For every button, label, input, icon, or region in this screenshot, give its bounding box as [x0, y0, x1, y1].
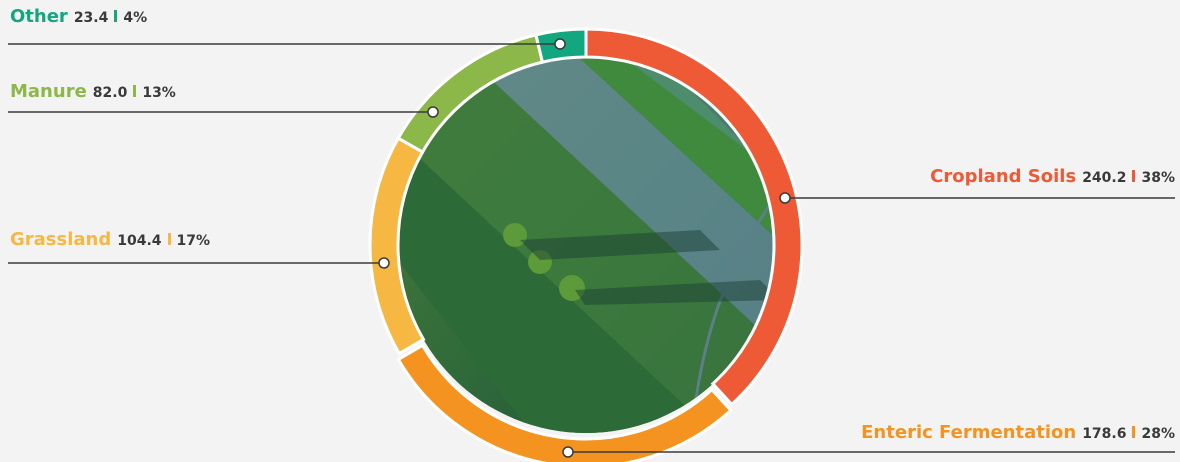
- leader-dot: [378, 257, 390, 269]
- leader-dot: [562, 446, 574, 458]
- segment-label: Enteric Fermentation 178.6 28%: [861, 422, 1175, 443]
- leader-dot: [779, 192, 791, 204]
- separator: [1132, 426, 1136, 438]
- separator: [133, 85, 137, 97]
- category-name: Enteric Fermentation: [861, 422, 1077, 443]
- value-label: 178.6: [1082, 426, 1127, 442]
- category-name: Grassland: [10, 229, 112, 250]
- share-label: 38%: [1141, 170, 1175, 186]
- segment-label: Grassland 104.4 17%: [10, 229, 210, 250]
- donut-segment: [396, 343, 733, 462]
- category-name: Cropland Soils: [930, 166, 1077, 187]
- category-name: Other: [10, 6, 68, 27]
- share-label: 4%: [123, 10, 148, 26]
- value-label: 240.2: [1082, 170, 1127, 186]
- donut-segment: [584, 27, 804, 407]
- separator: [1132, 170, 1136, 182]
- segment-label: Cropland Soils 240.2 38%: [930, 166, 1175, 187]
- center-photo: [398, 57, 774, 433]
- separator: [167, 233, 171, 245]
- segment-label: Other 23.4 4%: [10, 6, 147, 27]
- value-label: 104.4: [117, 233, 162, 249]
- leader-dot: [554, 38, 566, 50]
- value-label: 82.0: [92, 85, 128, 101]
- separator: [114, 10, 118, 22]
- share-label: 17%: [176, 233, 211, 249]
- share-label: 28%: [1141, 426, 1175, 442]
- category-name: Manure: [10, 81, 87, 102]
- value-label: 23.4: [73, 10, 109, 26]
- share-label: 13%: [142, 85, 176, 101]
- segment-label: Manure 82.0 13%: [10, 81, 176, 102]
- leader-dot: [427, 106, 439, 118]
